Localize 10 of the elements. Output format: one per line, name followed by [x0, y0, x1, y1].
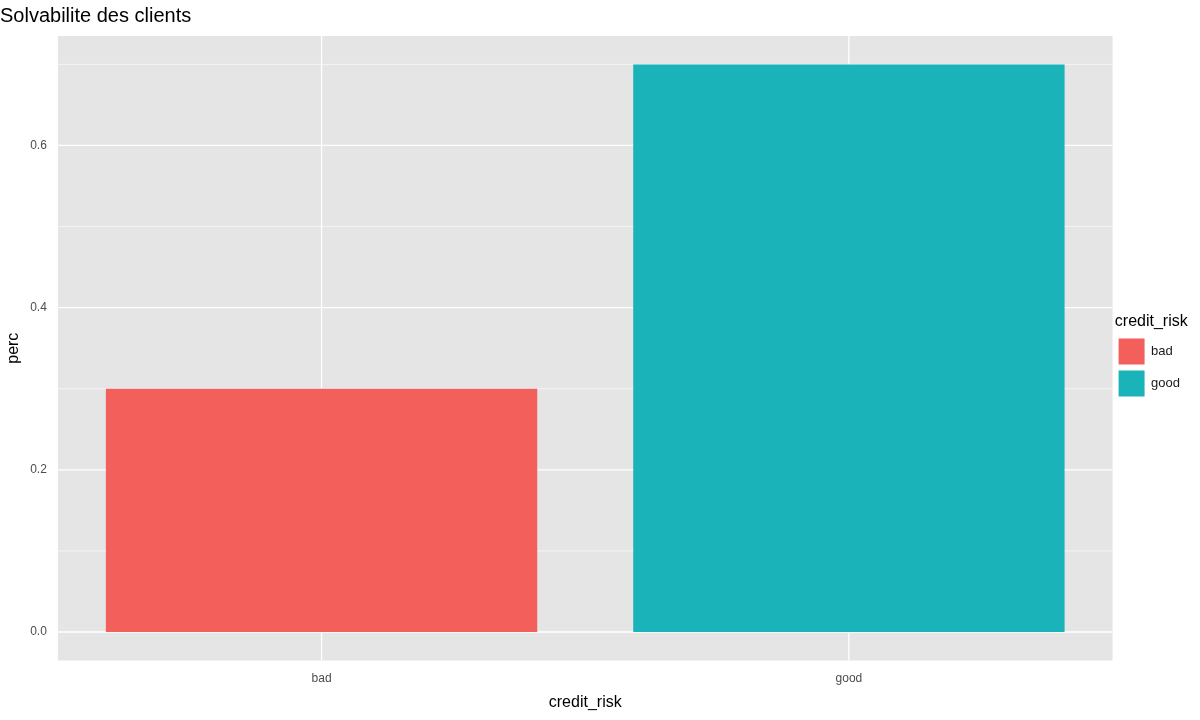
chart-title: Solvabilite des clients	[0, 3, 192, 26]
y-tick-label: 0.6	[30, 137, 48, 152]
x-axis-title: credit_risk	[548, 692, 623, 711]
y-tick-label: 0.4	[30, 299, 48, 314]
y-tick-label: 0.2	[30, 462, 48, 477]
legend-label: bad	[1151, 343, 1173, 359]
legend-title: credit_risk	[1114, 311, 1189, 330]
legend-label: good	[1151, 375, 1180, 391]
y-tick-label: 0.0	[30, 624, 48, 639]
y-axis-title: perc	[4, 332, 22, 364]
